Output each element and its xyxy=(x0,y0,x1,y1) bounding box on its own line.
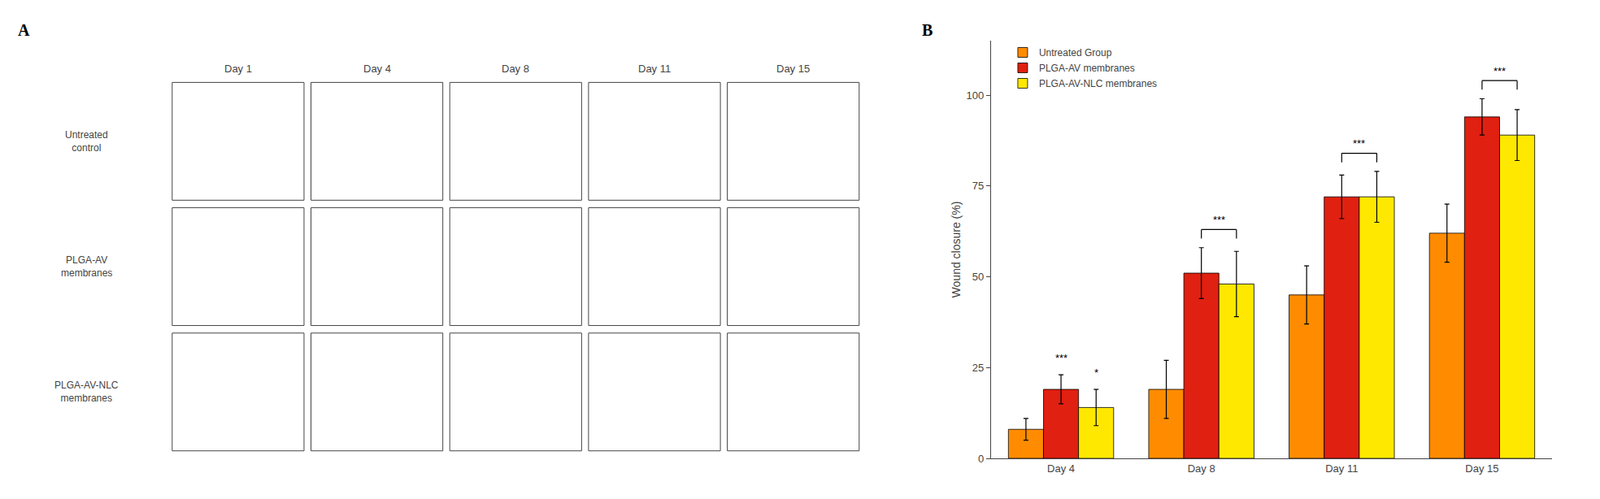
svg-text:Day 15: Day 15 xyxy=(1465,462,1499,475)
svg-text:PLGA-AV-NLC membranes: PLGA-AV-NLC membranes xyxy=(1039,78,1157,90)
svg-text:50: 50 xyxy=(972,270,984,283)
svg-text:***: *** xyxy=(1055,352,1068,365)
svg-text:25: 25 xyxy=(972,361,984,374)
svg-text:100: 100 xyxy=(965,89,984,102)
svg-text:A: A xyxy=(17,21,31,40)
svg-text:B: B xyxy=(921,21,933,40)
svg-text:***: *** xyxy=(1493,65,1506,78)
svg-text:Day 4: Day 4 xyxy=(363,62,392,75)
svg-text:Day 8: Day 8 xyxy=(501,62,530,75)
svg-text:Day 15: Day 15 xyxy=(776,62,810,75)
svg-text:PLGA-AV membranes: PLGA-AV membranes xyxy=(1039,62,1135,74)
svg-text:Day 1: Day 1 xyxy=(224,62,253,75)
svg-text:PLGA-AVmembranes: PLGA-AVmembranes xyxy=(60,254,113,279)
svg-text:Untreatedcontrol: Untreatedcontrol xyxy=(65,129,109,154)
svg-text:PLGA-AV-NLCmembranes: PLGA-AV-NLCmembranes xyxy=(54,379,119,405)
svg-text:***: *** xyxy=(1352,137,1366,150)
svg-text:*: * xyxy=(1094,366,1099,379)
svg-text:0: 0 xyxy=(978,452,984,466)
svg-text:Day 4: Day 4 xyxy=(1047,462,1075,475)
svg-text:Wound closure (%): Wound closure (%) xyxy=(949,201,963,299)
svg-text:Untreated Group: Untreated Group xyxy=(1039,47,1113,59)
svg-text:75: 75 xyxy=(972,179,984,192)
svg-text:Day 8: Day 8 xyxy=(1187,462,1216,475)
svg-text:***: *** xyxy=(1213,213,1226,227)
svg-text:Day 11: Day 11 xyxy=(1325,462,1358,475)
svg-text:Day 11: Day 11 xyxy=(638,62,671,75)
